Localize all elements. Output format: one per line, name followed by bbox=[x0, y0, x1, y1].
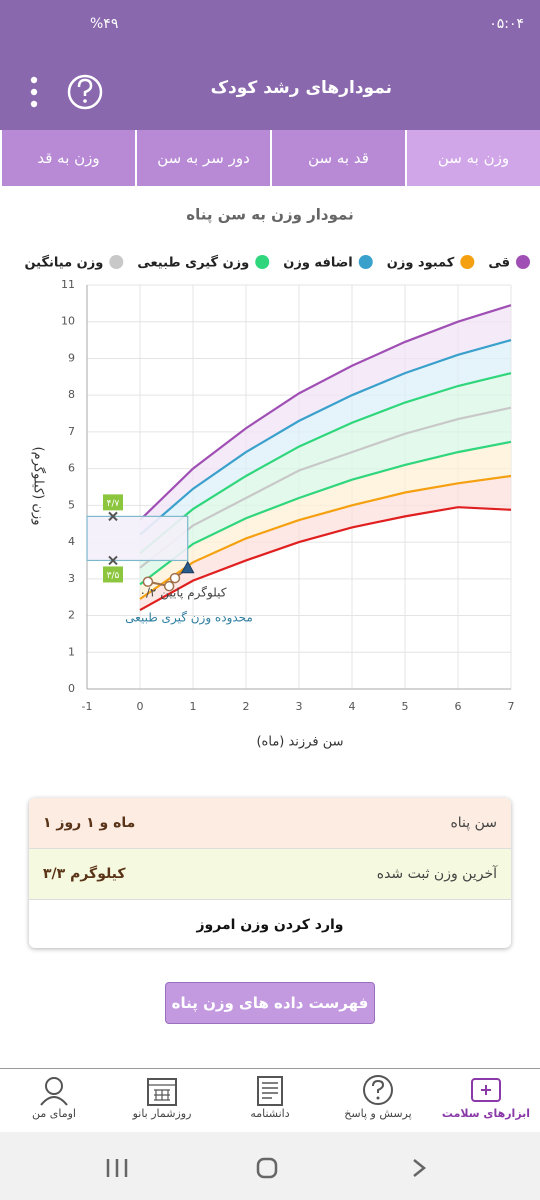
y-tick-label: 6 bbox=[68, 462, 75, 475]
nav-item[interactable]: پرسش و پاسخ bbox=[324, 1069, 432, 1133]
series-line bbox=[139, 440, 512, 586]
measurement-point bbox=[180, 560, 195, 574]
series-line bbox=[139, 506, 512, 611]
info-label: آخرین وزن ثبت شده bbox=[376, 866, 497, 882]
x-tick-label: -1 bbox=[82, 700, 93, 713]
status-bar: ۰۵:۰۴ %۴۹ bbox=[0, 0, 540, 50]
nav-label: روزشمار بانو bbox=[132, 1107, 192, 1120]
chart-title: نمودار وزن به سن پناه bbox=[186, 206, 353, 225]
range-label: ۴/۷ bbox=[107, 499, 120, 509]
legend-swatch bbox=[516, 255, 530, 269]
info-row: سن پناه ۱ ماه و ۱ روز bbox=[29, 798, 511, 849]
x-tick-label: 5 bbox=[402, 700, 409, 713]
enter-weight-button[interactable]: وارد کردن وزن امروز bbox=[196, 917, 344, 933]
x-tick-label: 2 bbox=[243, 700, 250, 713]
info-row: آخرین وزن ثبت شده ۳/۳ کیلوگرم bbox=[29, 849, 511, 900]
info-value: ۳/۳ کیلوگرم bbox=[43, 866, 126, 882]
tab[interactable]: قد به سن bbox=[270, 130, 405, 186]
range-label-bg bbox=[103, 494, 123, 511]
legend-label: وزن گیری طبیعی bbox=[137, 255, 249, 271]
legend-label: قی bbox=[488, 256, 510, 271]
band bbox=[140, 340, 511, 554]
series-line bbox=[139, 372, 512, 554]
y-tick-label: 1 bbox=[68, 645, 75, 658]
nav-item[interactable]: ابزارهای سلامت bbox=[432, 1069, 540, 1133]
x-tick-label: 3 bbox=[296, 700, 303, 713]
list-button[interactable]: فهرست داده های وزن پناه bbox=[165, 982, 375, 1024]
range-marker bbox=[108, 511, 118, 522]
y-tick-label: 11 bbox=[61, 278, 75, 291]
series-line bbox=[139, 339, 512, 536]
band bbox=[140, 305, 511, 535]
nav-item[interactable]: اومای من bbox=[0, 1069, 108, 1133]
nav-label: اومای من bbox=[32, 1107, 76, 1120]
nav-label: پرسش و پاسخ bbox=[344, 1107, 412, 1120]
tab[interactable]: دور سر به سن bbox=[135, 130, 270, 186]
nav-icon bbox=[257, 1076, 283, 1106]
app-bar: نمودارهای رشد کودک bbox=[0, 50, 540, 130]
x-tick-label: 7 bbox=[508, 700, 515, 713]
bottom-nav: ابزارهای سلامت پرسش و پاسخ دانشنامه روزشمار… bbox=[0, 1068, 540, 1133]
legend-label: وزن میانگین bbox=[24, 255, 103, 271]
y-tick-label: 5 bbox=[68, 498, 75, 511]
series-line bbox=[139, 406, 512, 569]
legend-label: اضافه وزن bbox=[283, 256, 352, 271]
chart: نمودار وزن به سن پناه سن فرزند (ماه) وزن… bbox=[24, 206, 530, 750]
x-tick-label: 6 bbox=[455, 700, 462, 713]
band bbox=[140, 475, 511, 611]
series-line bbox=[139, 474, 512, 600]
measurement-point bbox=[142, 576, 154, 588]
tab[interactable]: وزن به قد bbox=[0, 130, 135, 186]
app-title: نمودارهای رشد کودک bbox=[210, 78, 392, 98]
range-label-bg bbox=[103, 566, 123, 583]
nav-icon bbox=[147, 1078, 177, 1106]
tab[interactable]: وزن به سن bbox=[405, 130, 540, 186]
x-tick-label: 1 bbox=[190, 700, 197, 713]
nav-item[interactable]: دانشنامه bbox=[216, 1069, 324, 1133]
legend-label: کمبود وزن bbox=[387, 256, 455, 271]
info-card: سن پناه ۱ ماه و ۱ روز آخرین وزن ثبت شده ۳/۳… bbox=[29, 798, 511, 948]
measurement-point bbox=[169, 572, 181, 584]
range-label: ۳/۵ bbox=[107, 571, 120, 581]
legend-swatch bbox=[255, 255, 270, 269]
band bbox=[140, 407, 511, 585]
battery: %۴۹ bbox=[90, 16, 119, 32]
y-tick-label: 4 bbox=[68, 535, 75, 548]
app-actions[interactable] bbox=[20, 72, 110, 112]
legend-swatch bbox=[460, 255, 475, 269]
legend-swatch bbox=[109, 255, 124, 269]
tab-bar: وزن به سن قد به سن دور سر به سن وزن به قد bbox=[0, 130, 540, 186]
range-marker bbox=[108, 555, 118, 566]
annotation: محدوده وزن گیری طبیعی bbox=[125, 611, 253, 626]
y-tick-label: 0 bbox=[68, 682, 75, 695]
y-tick-label: 9 bbox=[68, 351, 75, 364]
info-value: ۱ ماه و ۱ روز bbox=[43, 815, 136, 831]
y-tick-label: 10 bbox=[61, 315, 75, 328]
x-tick-label: 4 bbox=[349, 700, 356, 713]
y-tick-label: 3 bbox=[68, 572, 75, 585]
series-line bbox=[139, 304, 512, 521]
x-axis-label: سن فرزند (ماه) bbox=[256, 735, 343, 750]
system-nav bbox=[0, 1132, 540, 1200]
band bbox=[140, 373, 511, 568]
measurement-point bbox=[163, 580, 175, 592]
y-tick-label: 2 bbox=[68, 609, 75, 622]
nav-icon bbox=[471, 1078, 501, 1102]
y-axis-label: وزن (کیلوگرم) bbox=[31, 447, 47, 526]
nav-item[interactable]: روزشمار بانو bbox=[108, 1069, 216, 1133]
normal-range bbox=[86, 515, 189, 562]
nav-label: ابزارهای سلامت bbox=[441, 1107, 531, 1120]
y-tick-label: 7 bbox=[68, 425, 75, 438]
nav-icon bbox=[363, 1075, 393, 1105]
nav-icon bbox=[40, 1077, 68, 1106]
info-label: سن پناه bbox=[450, 815, 497, 831]
band bbox=[140, 441, 511, 600]
x-tick-label: 0 bbox=[137, 700, 144, 713]
nav-label: دانشنامه bbox=[250, 1107, 290, 1120]
y-tick-label: 8 bbox=[68, 388, 75, 401]
legend-swatch bbox=[358, 255, 373, 269]
clock: ۰۵:۰۴ bbox=[489, 16, 524, 32]
annotation: ۰/۲ کیلوگرم پایین bbox=[140, 586, 227, 601]
